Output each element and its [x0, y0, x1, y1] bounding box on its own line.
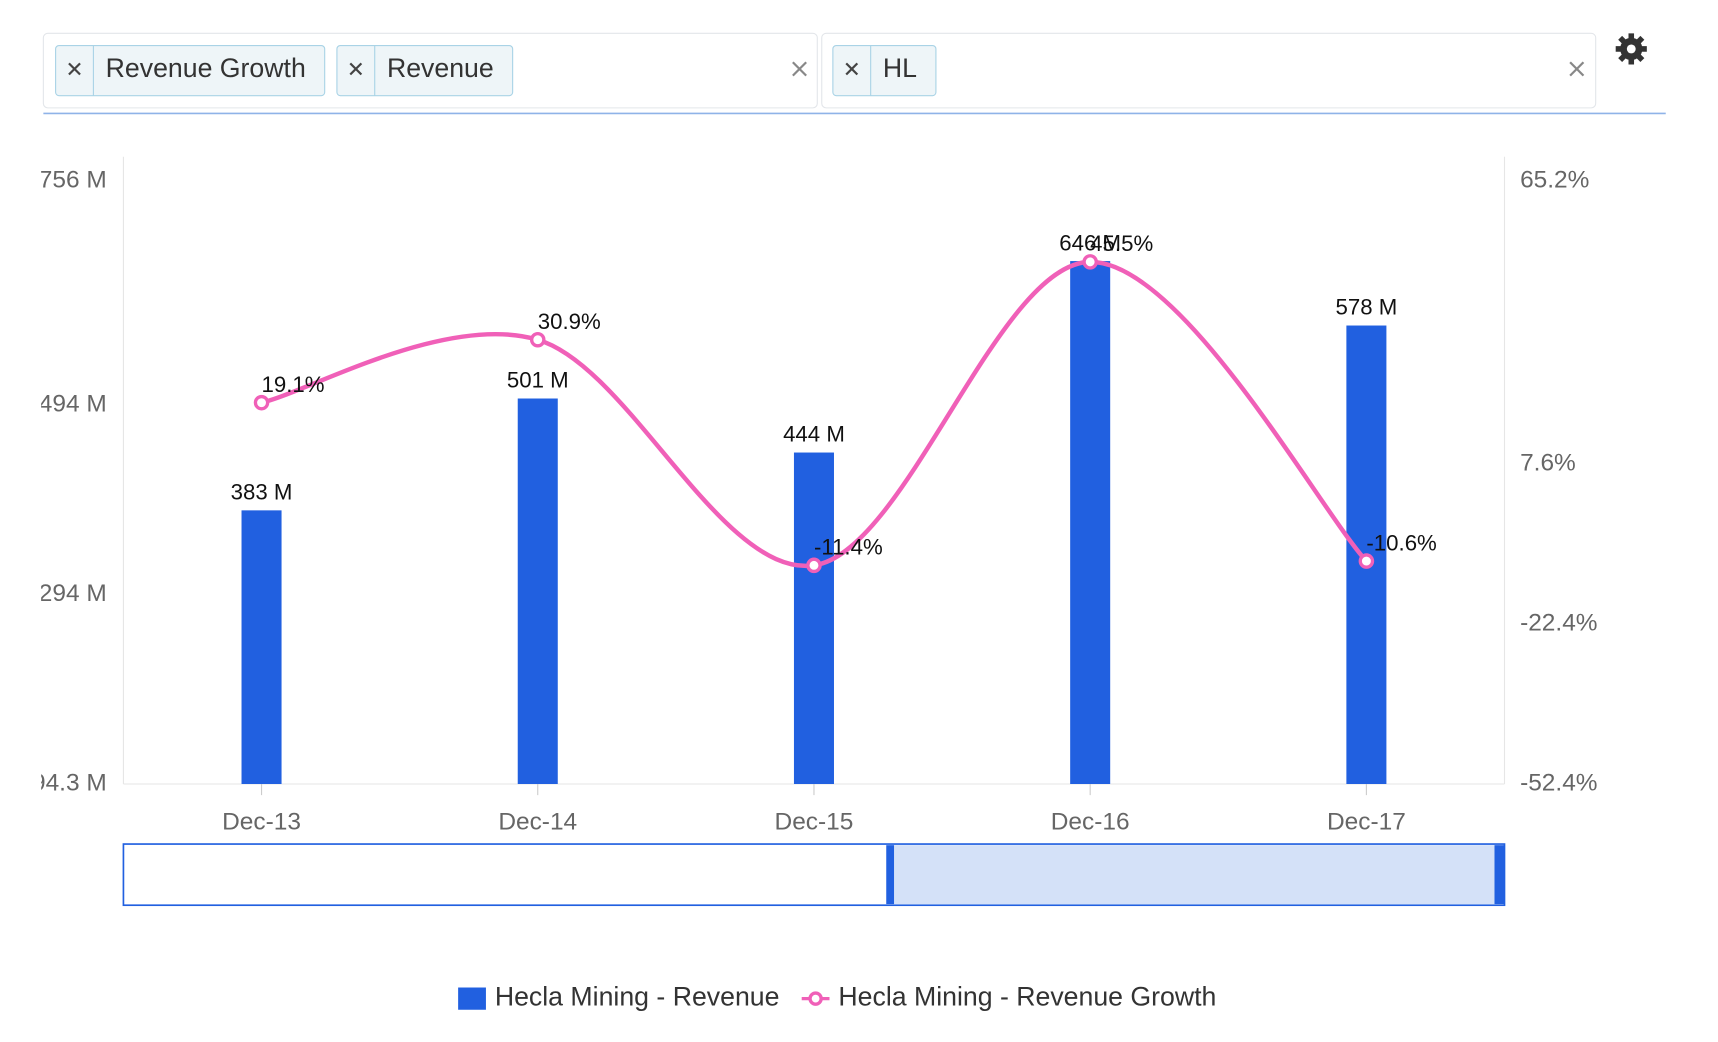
clear-icon[interactable] — [1569, 61, 1585, 77]
line-marker — [1358, 553, 1375, 569]
data-label: 45.5% — [1090, 231, 1153, 256]
legend-label: Hecla Mining - Revenue — [495, 982, 780, 1012]
y-tick-labels: 94.3 M 294 M 494 M 756 M — [32, 167, 107, 797]
filter-chip[interactable]: Revenue Growth — [55, 45, 326, 97]
y-tick-label: 494 M — [39, 391, 107, 418]
legend-swatch — [808, 991, 823, 1006]
y2-tick-label: 65.2% — [1520, 167, 1589, 194]
y2-tick-label: -22.4% — [1520, 609, 1597, 636]
settings-icon[interactable] — [1615, 33, 1647, 65]
y-tick-label: 94.3 M — [32, 769, 107, 796]
legend-item[interactable]: Hecla Mining - Revenue Growth — [801, 982, 1217, 1012]
data-label: 19.1% — [262, 372, 325, 397]
bar — [517, 398, 558, 785]
line-marker — [1082, 254, 1098, 270]
chip-bg — [336, 45, 514, 97]
line-marker — [253, 394, 270, 411]
legend-swatch — [458, 987, 486, 1010]
bar — [241, 510, 282, 785]
x-tick-label: Dec-17 — [1327, 808, 1406, 835]
filter-box[interactable] — [821, 32, 1597, 109]
x-tick-label: Dec-13 — [222, 808, 301, 835]
filter-chip[interactable]: Revenue — [336, 45, 514, 97]
line — [261, 259, 1369, 568]
y2-tick-label: -52.4% — [1520, 769, 1597, 796]
chip-bg — [832, 45, 937, 97]
data-label: -10.6% — [1366, 530, 1436, 555]
chip-label: Revenue — [387, 53, 494, 83]
data-label: -11.4% — [814, 535, 883, 560]
legend-item[interactable]: Hecla Mining - Revenue — [458, 982, 779, 1012]
line-marker — [529, 331, 546, 348]
chip-label: Revenue Growth — [106, 53, 306, 83]
chip-remove[interactable] — [349, 62, 363, 76]
data-label: 444 M — [783, 422, 845, 447]
legend-label: Hecla Mining - Revenue Growth — [838, 982, 1216, 1012]
data-label: 578 M — [1335, 295, 1397, 320]
data-label: 383 M — [231, 480, 293, 505]
x-tick-label: Dec-15 — [775, 808, 854, 835]
clear-icon[interactable] — [792, 61, 807, 77]
x-tick-label: Dec-16 — [1051, 808, 1130, 835]
bar — [1070, 261, 1111, 785]
data-label: 646 M — [1059, 230, 1121, 255]
x-tick-label: Dec-14 — [498, 808, 577, 835]
y-tick-label: 294 M — [39, 580, 107, 607]
navigator[interactable] — [122, 843, 1506, 907]
chip-remove[interactable] — [68, 62, 81, 76]
y-tick-label: 756 M — [39, 167, 107, 194]
data-label: 30.9% — [538, 309, 601, 334]
filter-chip[interactable]: HL — [832, 45, 937, 97]
chip-remove[interactable] — [845, 62, 859, 76]
chip-label: HL — [883, 53, 917, 83]
bar — [793, 452, 834, 785]
y2-tick-label: 7.6% — [1520, 449, 1576, 476]
chip-bg — [55, 45, 326, 97]
line-marker — [806, 557, 822, 574]
data-label: 501 M — [507, 368, 569, 393]
